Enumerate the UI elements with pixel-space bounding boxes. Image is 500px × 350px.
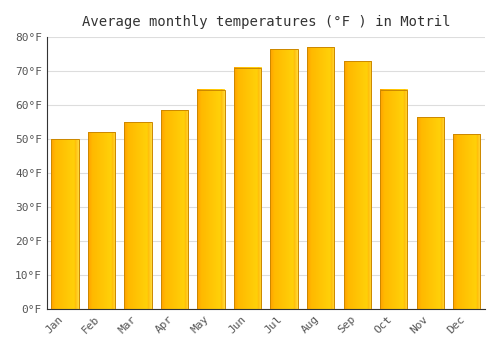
Bar <box>198 90 225 309</box>
Bar <box>380 90 407 309</box>
Bar <box>270 49 298 309</box>
Bar <box>234 68 262 309</box>
Bar <box>124 122 152 309</box>
Bar <box>416 117 444 309</box>
Bar <box>161 110 188 309</box>
Bar <box>307 47 334 309</box>
Bar <box>453 134 480 309</box>
Bar <box>52 139 79 309</box>
Title: Average monthly temperatures (°F ) in Motril: Average monthly temperatures (°F ) in Mo… <box>82 15 450 29</box>
Bar <box>88 132 116 309</box>
Bar <box>344 61 371 309</box>
